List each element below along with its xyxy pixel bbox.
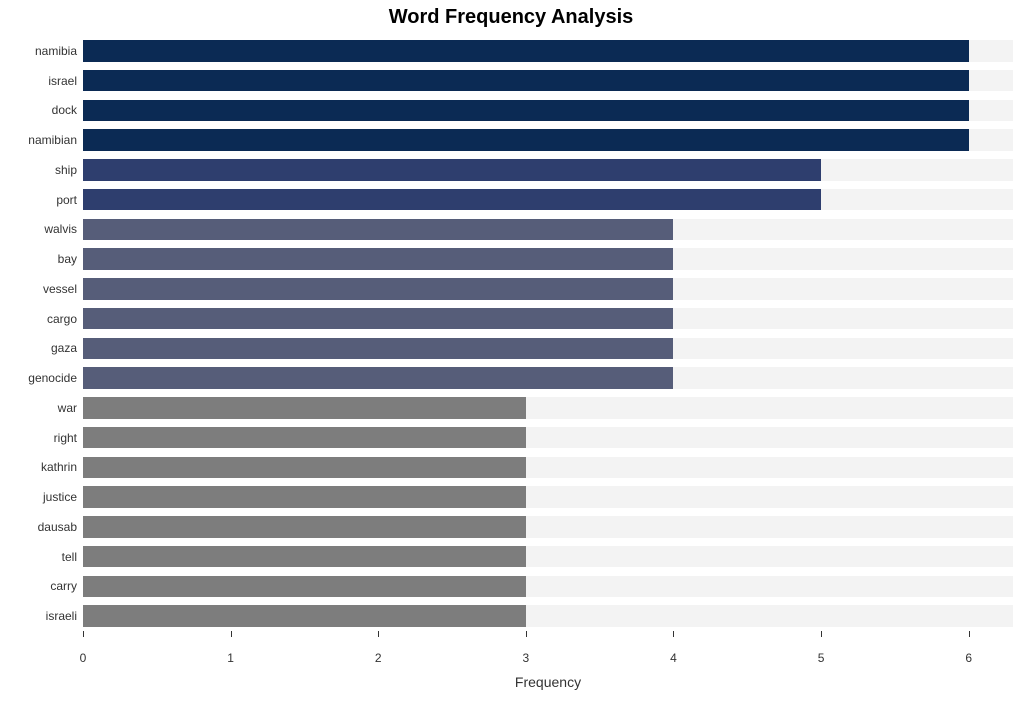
x-tick-label: 5 xyxy=(818,651,825,665)
bar xyxy=(83,248,673,269)
x-axis-title: Frequency xyxy=(83,674,1013,690)
bar xyxy=(83,129,969,150)
x-tick-label: 2 xyxy=(375,651,382,665)
bar xyxy=(83,546,526,567)
bar xyxy=(83,159,821,180)
bar xyxy=(83,605,526,626)
bar xyxy=(83,308,673,329)
x-tick-mark xyxy=(231,631,232,637)
bar xyxy=(83,100,969,121)
y-tick-label: namibia xyxy=(35,44,77,58)
bar xyxy=(83,397,526,418)
x-tick-mark xyxy=(83,631,84,637)
x-tick-mark xyxy=(673,631,674,637)
x-tick-label: 0 xyxy=(80,651,87,665)
y-tick-label: kathrin xyxy=(41,460,77,474)
y-tick-label: dock xyxy=(52,103,77,117)
y-tick-label: israel xyxy=(48,74,77,88)
bar xyxy=(83,486,526,507)
y-tick-label: ship xyxy=(55,163,77,177)
y-tick-label: vessel xyxy=(43,282,77,296)
x-tick-mark xyxy=(378,631,379,637)
y-tick-label: gaza xyxy=(51,341,77,355)
bar xyxy=(83,457,526,478)
bar xyxy=(83,338,673,359)
y-tick-label: namibian xyxy=(28,133,77,147)
y-tick-label: tell xyxy=(62,550,77,564)
x-tick-label: 6 xyxy=(965,651,972,665)
y-tick-label: right xyxy=(54,431,77,445)
y-tick-label: bay xyxy=(58,252,77,266)
x-tick-label: 1 xyxy=(227,651,234,665)
bar xyxy=(83,576,526,597)
x-tick-mark xyxy=(821,631,822,637)
y-tick-label: war xyxy=(58,401,77,415)
x-tick-mark xyxy=(526,631,527,637)
bar xyxy=(83,516,526,537)
bar xyxy=(83,40,969,61)
y-tick-label: israeli xyxy=(46,609,77,623)
plot-area xyxy=(83,36,1013,631)
y-tick-label: walvis xyxy=(44,222,77,236)
bar xyxy=(83,367,673,388)
bar xyxy=(83,278,673,299)
x-tick-mark xyxy=(969,631,970,637)
x-tick-label: 4 xyxy=(670,651,677,665)
bar xyxy=(83,219,673,240)
y-tick-label: justice xyxy=(43,490,77,504)
bar xyxy=(83,189,821,210)
x-tick-label: 3 xyxy=(523,651,530,665)
bar xyxy=(83,70,969,91)
bar xyxy=(83,427,526,448)
word-frequency-chart: Word Frequency Analysis Frequency namibi… xyxy=(0,0,1022,701)
chart-title: Word Frequency Analysis xyxy=(0,6,1022,29)
y-tick-label: dausab xyxy=(38,520,77,534)
y-tick-label: genocide xyxy=(28,371,77,385)
y-tick-label: port xyxy=(56,193,77,207)
y-tick-label: carry xyxy=(50,579,77,593)
y-tick-label: cargo xyxy=(47,312,77,326)
